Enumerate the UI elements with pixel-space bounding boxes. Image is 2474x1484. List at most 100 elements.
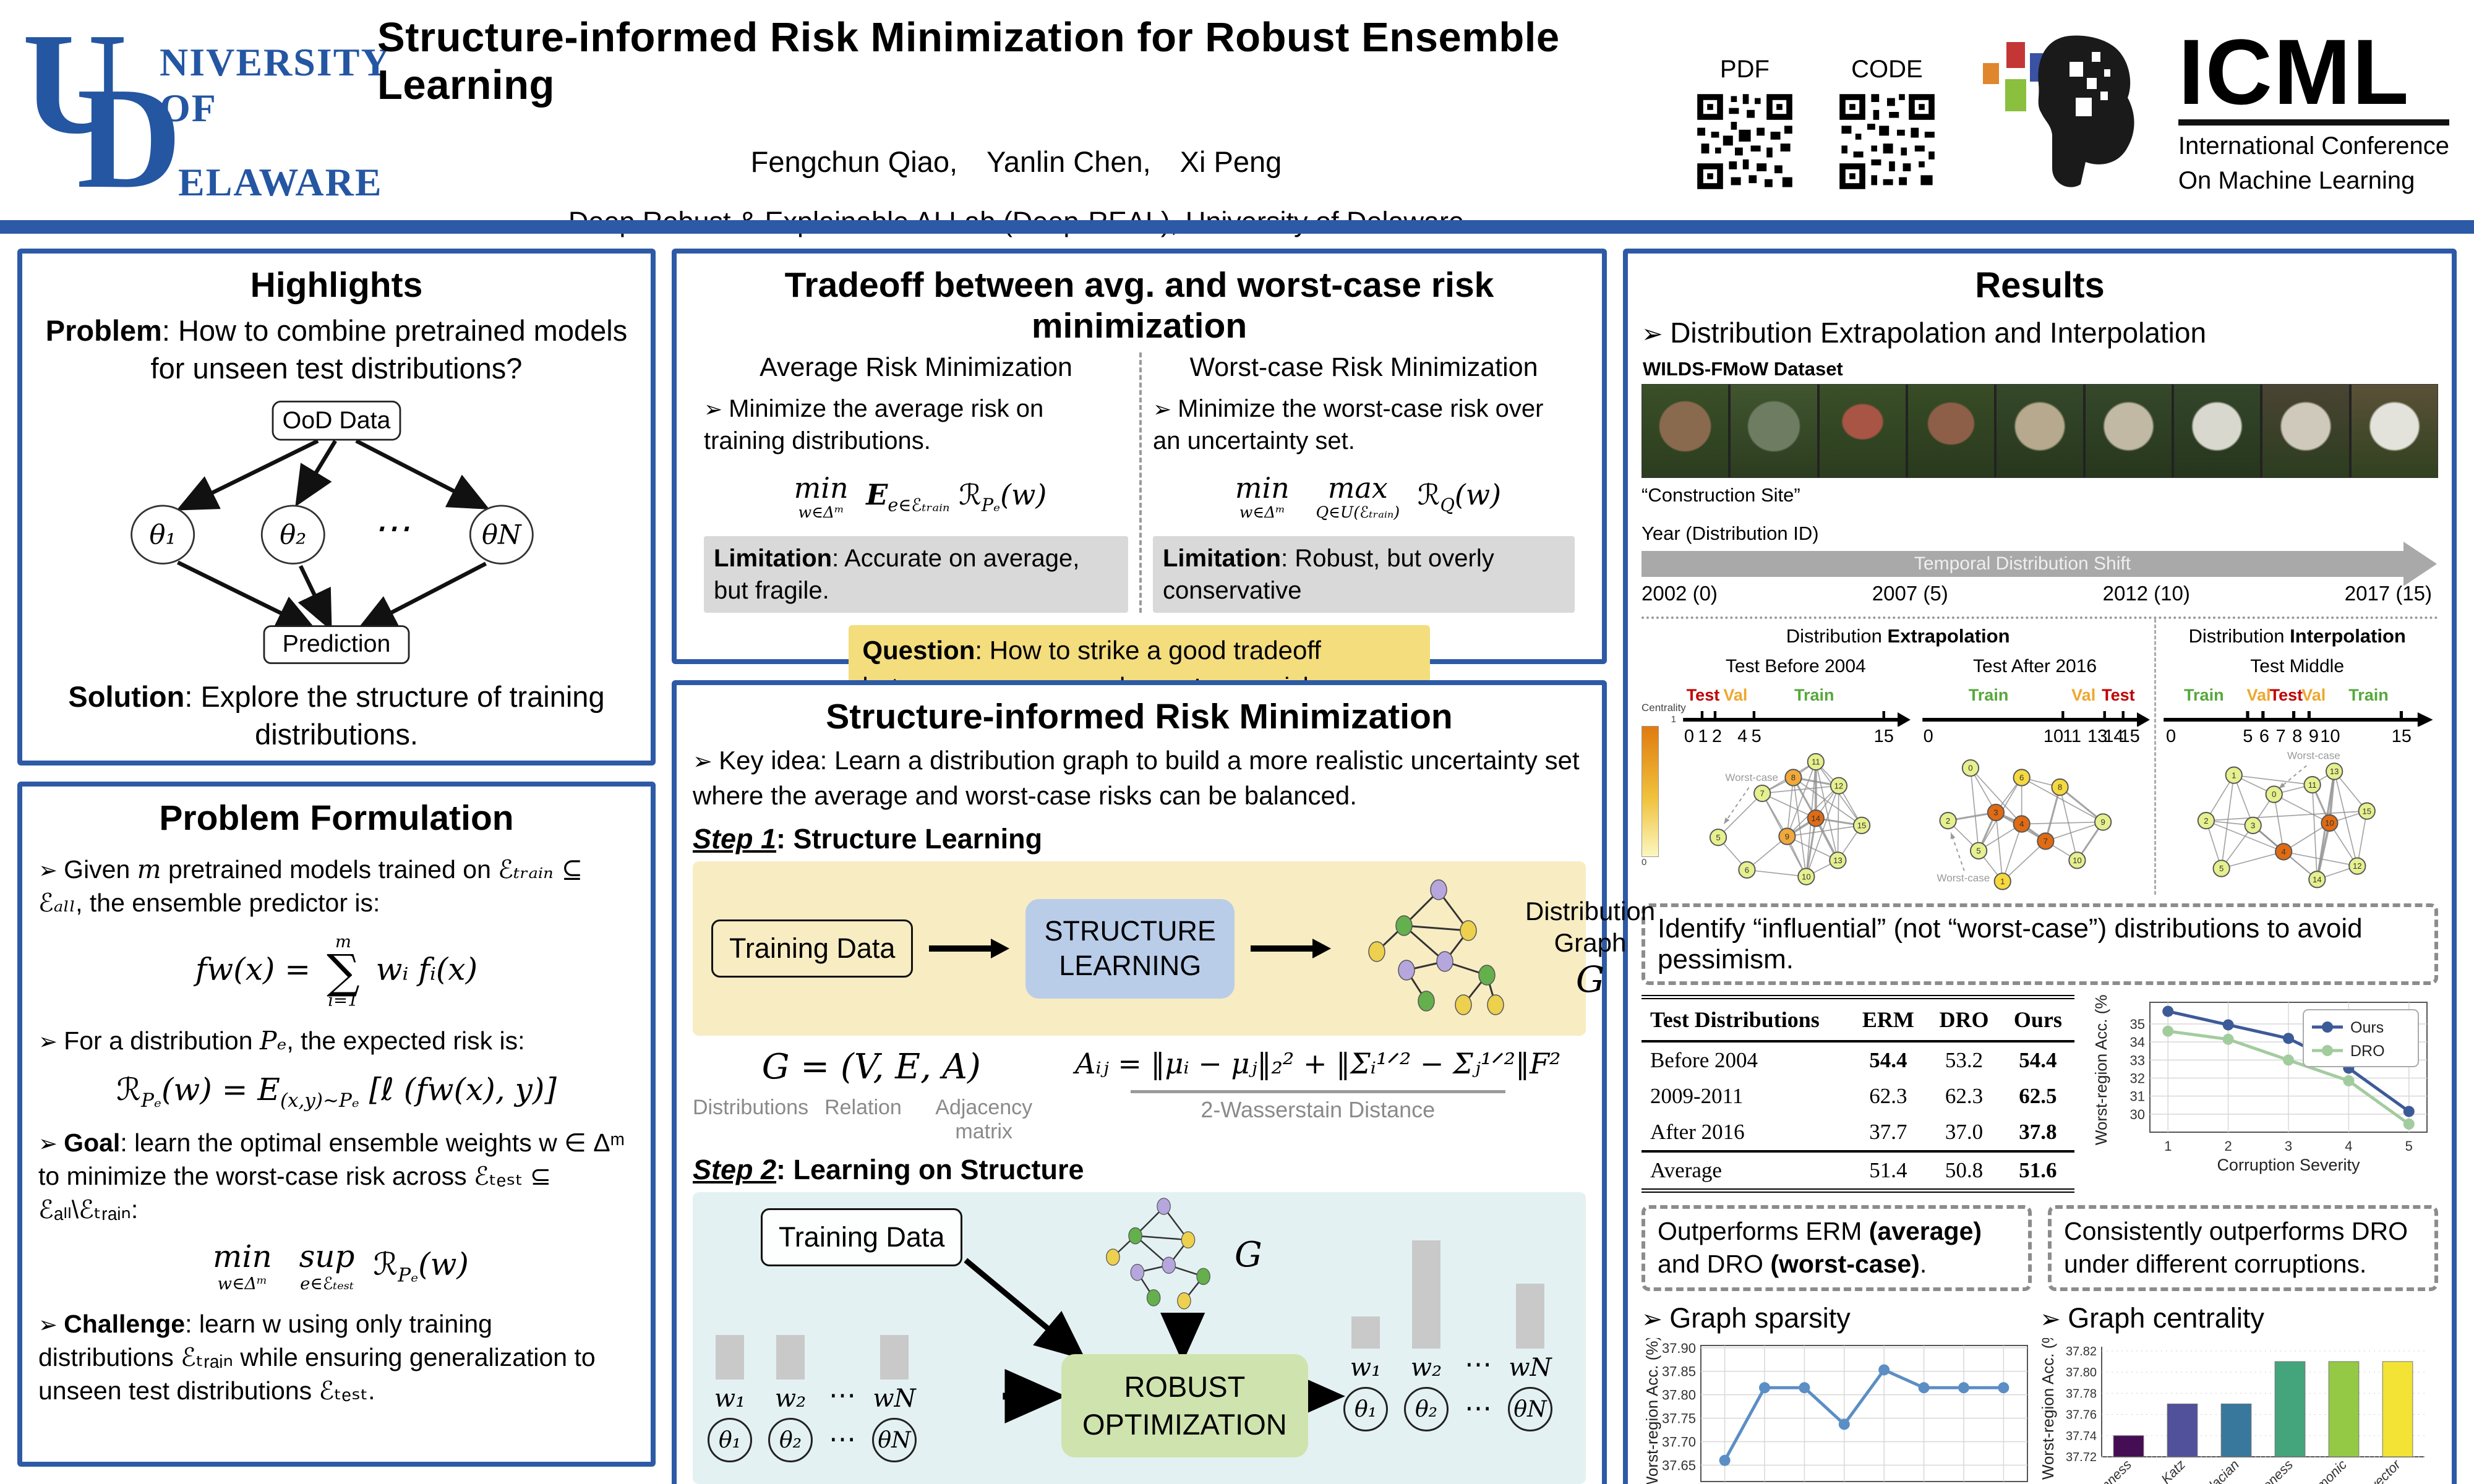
svg-text:33: 33 xyxy=(2130,1052,2145,1068)
svg-text:⋯: ⋯ xyxy=(373,506,410,550)
graph-centrality-chart: 37.7237.7437.7637.7837.8037.82Betweennes… xyxy=(2039,1338,2425,1484)
satellite-image-strip xyxy=(1641,384,2438,478)
pf-bullet-2: For a distribution Pₑ, the expected risk… xyxy=(38,1024,635,1057)
svg-text:11: 11 xyxy=(2308,780,2317,790)
graph-centrality-bullet: Graph centrality xyxy=(2040,1302,2438,1334)
step2-heading: Step 2: Learning on Structure xyxy=(693,1154,1084,1186)
columns: Highlights Problem: How to combine pretr… xyxy=(0,234,2474,1484)
satellite-tile xyxy=(2173,385,2261,477)
training-data-box-1: Training Data xyxy=(711,919,914,978)
pf-challenge: Challenge: learn w using only training d… xyxy=(38,1307,635,1407)
flow-arrow xyxy=(929,939,1010,959)
svg-text:37.80: 37.80 xyxy=(2066,1366,2097,1380)
svg-text:37.76: 37.76 xyxy=(2066,1408,2097,1422)
code-qr-code xyxy=(1837,92,1937,191)
highlights-solution: Solution: Explore the structure of train… xyxy=(68,680,605,751)
svg-text:Corruption Severity: Corruption Severity xyxy=(2217,1156,2360,1174)
svg-text:0: 0 xyxy=(1968,764,1972,773)
svg-text:2: 2 xyxy=(2224,1138,2232,1154)
svg-text:14: 14 xyxy=(1812,814,1821,823)
finding-influential: Identify “influential” (not “worst-case”… xyxy=(1641,903,2438,985)
ud-monogram: U D xyxy=(22,3,208,218)
finding-corruptions: Consistently outperforms DRO under diffe… xyxy=(2048,1205,2438,1291)
problem-formulation-section: Problem Formulation Given m pretrained m… xyxy=(17,782,656,1467)
finding-erm-dro: Outperforms ERM (average) and DRO (worst… xyxy=(1641,1205,2032,1291)
minimax-formula: min w∈Δᵐ sup e∈ℰₜₑₛₜ ℛPₑ(w) xyxy=(213,1239,469,1294)
pdf-label: PDF xyxy=(1719,56,1770,83)
satellite-tile xyxy=(2351,385,2438,477)
input-ensemble-weights: w₁ θ₁ w₂ θ₂ ⋯ ⋯ wN θN xyxy=(708,1266,917,1463)
svg-text:Harmonic: Harmonic xyxy=(2298,1456,2350,1484)
svg-text:Laplacian: Laplacian xyxy=(2190,1456,2242,1484)
svg-text:37.75: 37.75 xyxy=(1662,1410,1696,1426)
flow-arrow xyxy=(1250,939,1331,959)
svg-text:8: 8 xyxy=(1791,773,1796,782)
svg-text:Worst-region Acc. (%): Worst-region Acc. (%) xyxy=(1643,1338,1661,1484)
ensemble-diagram: OoD Data θ₁ θ₂ ⋯ θN Prediction xyxy=(131,401,534,665)
right-column: Results Distribution Extrapolation and I… xyxy=(1623,249,2457,1484)
left-column: Highlights Problem: How to combine pretr… xyxy=(17,249,656,1467)
interpolation-header: Distribution Interpolation xyxy=(2188,625,2406,647)
svg-text:7: 7 xyxy=(2043,837,2047,846)
svg-text:37.80: 37.80 xyxy=(1662,1387,1696,1402)
svg-text:5: 5 xyxy=(2219,864,2224,873)
theta2-node xyxy=(260,505,325,565)
satellite-tile xyxy=(1819,385,1906,477)
icml-line2: On Machine Learning xyxy=(2178,167,2415,195)
svg-text:5: 5 xyxy=(2405,1138,2413,1154)
icml-name: ICML xyxy=(2178,25,2449,126)
svg-text:Worst-case: Worst-case xyxy=(1725,772,1778,783)
svg-text:Prediction: Prediction xyxy=(283,630,391,657)
svg-text:37.85: 37.85 xyxy=(1662,1363,1696,1379)
svg-text:30: 30 xyxy=(2130,1107,2145,1122)
svg-text:10: 10 xyxy=(2325,819,2334,828)
svg-text:15: 15 xyxy=(2363,806,2372,816)
structure-learning-flow: Training Data STRUCTURE LEARNING xyxy=(693,861,1655,1036)
temporal-shift-arrow: Temporal Distribution Shift xyxy=(1641,542,2437,586)
svg-text:34: 34 xyxy=(2130,1034,2145,1050)
svg-text:9: 9 xyxy=(2100,817,2105,827)
header: U D NIVERSITY OF ELAWARE Structure-infor… xyxy=(0,0,2474,237)
key-idea: Key idea: Learn a distribution graph to … xyxy=(693,743,1586,813)
results-table: Test Distributions ERM DRO Ours Before 2004 5… xyxy=(1641,995,2074,1193)
year-axis-label: Year (Distribution ID) xyxy=(1641,522,1819,544)
graph-g-icon: G xyxy=(1089,1196,1262,1313)
ud-letter-d: D xyxy=(77,58,182,218)
svg-text:37.65: 37.65 xyxy=(1662,1457,1696,1473)
problem-formulation-title: Problem Formulation xyxy=(159,798,514,838)
year-ticks: 2002 (0) 2007 (5) 2012 (10) 2017 (15) xyxy=(1641,582,2432,605)
svg-text:7: 7 xyxy=(1760,789,1765,798)
panel-test-after-2016: Test After 2016 Train Val Test 0 10 11 13 14 15… xyxy=(1915,649,2155,895)
svg-text:31: 31 xyxy=(2130,1089,2145,1104)
svg-text:Worst-case: Worst-case xyxy=(2287,751,2340,761)
method-title: Structure-informed Risk Minimization xyxy=(826,697,1453,736)
results-section: Results Distribution Extrapolation and I… xyxy=(1623,249,2457,1484)
svg-text:4: 4 xyxy=(2282,847,2286,856)
pf-bullet-1: Given m pretrained models trained on ℰₜᵣ… xyxy=(38,853,635,919)
avg-risk-formula: min w∈Δᵐ Ee∈ℰₜᵣₐᵢₙ ℛPₑ(w) xyxy=(794,471,1047,522)
graph-sparsity-chart: 37.6537.7037.7537.8037.8537.903040506070… xyxy=(1643,1338,2028,1484)
svg-text:4: 4 xyxy=(2019,819,2024,829)
header-divider xyxy=(0,220,2474,234)
distribution-graph-before-2004: Worst-case 5 7 8 11 12 9 14 15 6 10 13 xyxy=(1709,753,1871,885)
svg-text:Ours: Ours xyxy=(2350,1019,2384,1036)
highlights-title: Highlights xyxy=(250,265,423,305)
satellite-tile xyxy=(1997,385,2083,477)
svg-text:2: 2 xyxy=(1946,816,1950,825)
svg-text:37.90: 37.90 xyxy=(1662,1340,1696,1355)
header-center: Structure-informed Risk Minimization for… xyxy=(377,0,1655,238)
robust-optimization-box: ROBUST OPTIMIZATION xyxy=(1061,1354,1308,1457)
svg-text:37.74: 37.74 xyxy=(2066,1429,2097,1443)
tradeoff-section: Tradeoff between avg. and worst-case ris… xyxy=(672,249,1607,749)
svg-text:DRO: DRO xyxy=(2350,1043,2385,1060)
satellite-tile xyxy=(2262,385,2349,477)
results-bullet-1: Distribution Extrapolation and Interpola… xyxy=(1641,316,2438,349)
svg-text:3: 3 xyxy=(2285,1138,2292,1154)
university-of-delaware-logo: U D NIVERSITY OF ELAWARE xyxy=(0,0,388,218)
icml-logo: ICML International Conference On Machine… xyxy=(1977,0,2474,198)
graph-panels-block: Distribution Extrapolation Centrality 1 … xyxy=(1641,616,2438,895)
svg-text:37.70: 37.70 xyxy=(1662,1434,1696,1449)
svg-text:θN: θN xyxy=(482,520,522,551)
distribution-graph-icon xyxy=(1368,879,1504,1016)
